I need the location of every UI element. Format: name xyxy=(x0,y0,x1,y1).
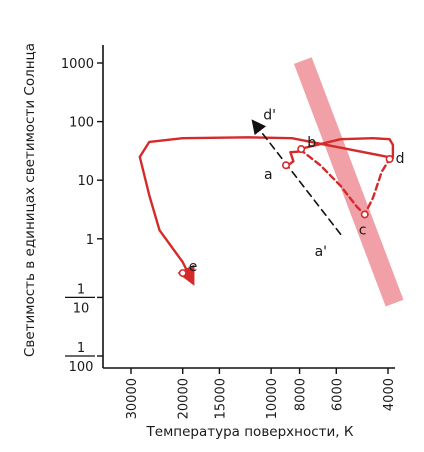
annotation-label: a' xyxy=(315,244,327,260)
y-tick-label-numerator: 1 xyxy=(77,282,85,297)
y-axis-title: Светимость в единицах светимости Солнца xyxy=(22,43,38,357)
x-tick-label: 6000 xyxy=(330,378,345,411)
y-tick-label-denominator: 10 xyxy=(73,301,90,316)
x-tick-label: 4000 xyxy=(382,378,397,411)
point-label-a: a xyxy=(264,167,273,183)
annotation-label: d' xyxy=(263,108,276,124)
point-c xyxy=(360,210,369,219)
x-tick-label: 8000 xyxy=(294,378,309,411)
x-tick-label: 20000 xyxy=(177,378,192,419)
x-tick-label: 30000 xyxy=(125,378,140,419)
y-tick-label-denominator: 100 xyxy=(69,360,94,375)
point-label-e: e xyxy=(189,259,198,275)
point-label-d: d xyxy=(396,151,405,167)
x-tick-label: 15000 xyxy=(213,378,228,419)
point-label-c: c xyxy=(359,222,367,238)
y-tick-label: 1 xyxy=(86,233,94,248)
main-sequence-band xyxy=(293,57,404,307)
y-tick-label: 10 xyxy=(77,174,94,189)
point-b xyxy=(297,145,306,154)
point-label-b: b xyxy=(307,135,316,151)
evolution-track-dashed xyxy=(251,119,342,235)
x-axis-title: Температура поверхности, К xyxy=(146,424,354,440)
point-d xyxy=(385,155,394,164)
point-e xyxy=(178,269,187,278)
evolution-track-dashed xyxy=(298,147,391,216)
y-tick-label: 100 xyxy=(69,116,94,131)
x-tick-label: 10000 xyxy=(265,378,280,419)
y-tick-label-numerator: 1 xyxy=(77,341,85,356)
y-tick-label: 1000 xyxy=(61,57,94,72)
point-a xyxy=(281,161,290,170)
y-tick-label-fraction: 110 xyxy=(65,282,95,316)
